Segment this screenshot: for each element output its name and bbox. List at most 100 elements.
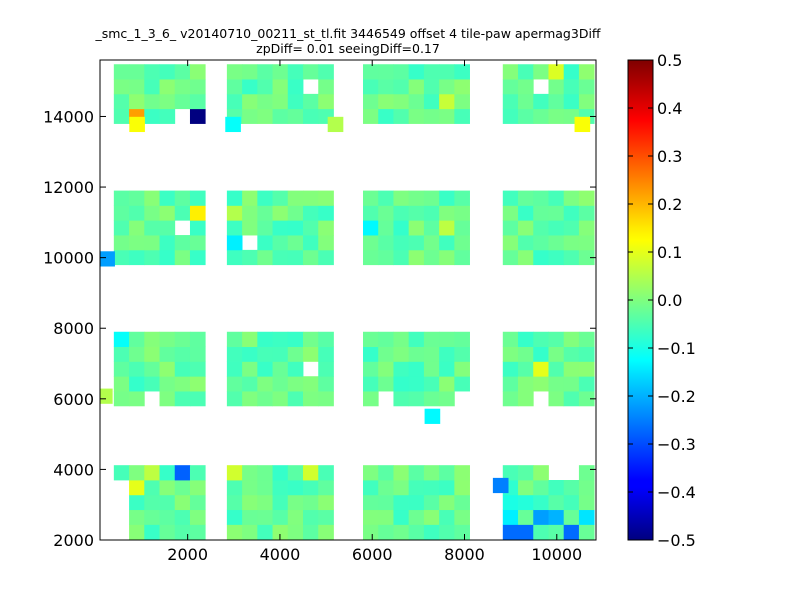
heatmap-cell	[129, 64, 145, 80]
heatmap-cell	[189, 361, 206, 377]
heatmap-cell	[378, 190, 394, 206]
heatmap-cell	[393, 391, 410, 407]
heatmap-cell	[303, 391, 319, 407]
heatmap-cell	[189, 108, 206, 124]
heatmap-cell	[518, 64, 534, 80]
heatmap-cell	[502, 509, 519, 525]
heatmap-cell	[226, 249, 243, 266]
heatmap-cell	[272, 79, 289, 95]
heatmap-cell	[502, 391, 519, 407]
heatmap-cell	[563, 79, 580, 95]
colorbar-tick-label: −0.1	[657, 339, 696, 358]
heatmap-cell	[533, 331, 549, 347]
heatmap-cell	[318, 79, 334, 95]
heatmap-cell	[363, 391, 379, 407]
heatmap-cell	[408, 346, 425, 362]
heatmap-cell	[287, 108, 304, 124]
heatmap-cell	[578, 220, 595, 236]
heatmap-cell	[144, 190, 160, 206]
heatmap-cell	[578, 465, 595, 481]
heatmap-cell	[548, 524, 565, 540]
heatmap-cell	[226, 79, 243, 95]
heatmap-cell	[303, 494, 319, 511]
heatmap-cell	[518, 465, 534, 481]
heatmap-cell	[318, 465, 334, 481]
heatmap-cell	[408, 524, 425, 540]
heatmap-cell	[113, 361, 130, 377]
heatmap-cell	[144, 376, 160, 392]
x-tick-label: 2000	[167, 545, 208, 564]
heatmap-cell	[578, 331, 595, 347]
heatmap-cell	[129, 376, 145, 392]
heatmap-cell	[533, 524, 549, 540]
heatmap-cell	[393, 465, 410, 481]
heatmap-cell	[242, 108, 258, 124]
heatmap-cell	[257, 220, 273, 236]
heatmap-cell	[563, 376, 580, 392]
heatmap-cell	[439, 79, 455, 95]
heatmap-cell	[189, 235, 206, 251]
colorbar-tick-label: 0.1	[657, 243, 682, 262]
heatmap-cell	[189, 331, 206, 347]
heatmap-cell	[242, 64, 258, 80]
heatmap-cell	[174, 346, 191, 362]
heatmap-cell	[393, 494, 410, 511]
heatmap-cell	[502, 190, 519, 206]
heatmap-cell	[144, 235, 160, 251]
heatmap-cell	[518, 346, 534, 362]
plot-frame	[99, 59, 597, 541]
heatmap-cell	[439, 480, 455, 496]
heatmap-cell	[159, 480, 176, 496]
heatmap-cell	[393, 64, 410, 80]
heatmap-cell	[303, 220, 319, 236]
heatmap-cell	[363, 220, 379, 236]
heatmap-cell	[439, 235, 455, 251]
heatmap-cell	[159, 205, 176, 221]
heatmap-cell	[113, 205, 130, 221]
heatmap-cell	[423, 480, 440, 496]
heatmap-cell	[303, 190, 319, 206]
x-tick-label: 6000	[352, 545, 393, 564]
heatmap-cell	[454, 249, 470, 266]
heatmap-cell	[189, 93, 206, 110]
heatmap-cell	[242, 190, 258, 206]
heatmap-cell	[454, 331, 470, 347]
heatmap-cell	[257, 509, 273, 525]
heatmap-cell	[303, 205, 319, 221]
heatmap-cell	[393, 361, 410, 377]
heatmap-cell	[189, 205, 206, 221]
heatmap-cell	[144, 494, 160, 511]
heatmap-cell	[408, 205, 425, 221]
heatmap-cell	[578, 494, 595, 511]
heatmap-cell	[257, 205, 273, 221]
heatmap-cell	[113, 346, 130, 362]
heatmap-cell	[257, 190, 273, 206]
heatmap-cell	[174, 235, 191, 251]
heatmap-cell	[225, 116, 241, 133]
heatmap-cell	[378, 79, 394, 95]
heatmap-cell	[363, 465, 379, 481]
heatmap-cell	[393, 220, 410, 236]
chart-title-line1: _smc_1_3_6_ v20140710_00211_st_tl.fit 34…	[94, 26, 600, 41]
heatmap-cell	[129, 480, 145, 496]
heatmap-cell	[502, 331, 519, 347]
heatmap-cell	[578, 249, 595, 266]
colorbar-tick-label: 0.4	[657, 99, 682, 118]
heatmap-cell	[144, 79, 160, 95]
heatmap-cell	[272, 249, 289, 266]
heatmap-cell	[518, 524, 534, 540]
heatmap-cell	[378, 346, 394, 362]
heatmap-cell	[378, 249, 394, 266]
heatmap-cell	[226, 391, 243, 407]
chart-title-line2: zpDiff= 0.01 seeingDiff=0.17	[256, 41, 440, 56]
heatmap-cell	[423, 108, 440, 124]
heatmap-cell	[129, 235, 145, 251]
heatmap-cell	[533, 494, 549, 511]
heatmap-cell	[318, 235, 334, 251]
heatmap-cell	[257, 361, 273, 377]
heatmap-cell	[159, 361, 176, 377]
heatmap-cell	[363, 235, 379, 251]
heatmap-cell	[548, 391, 565, 407]
x-axis: 2000 4000 6000 8000 10000	[167, 60, 582, 564]
heatmap-cell	[287, 93, 304, 110]
